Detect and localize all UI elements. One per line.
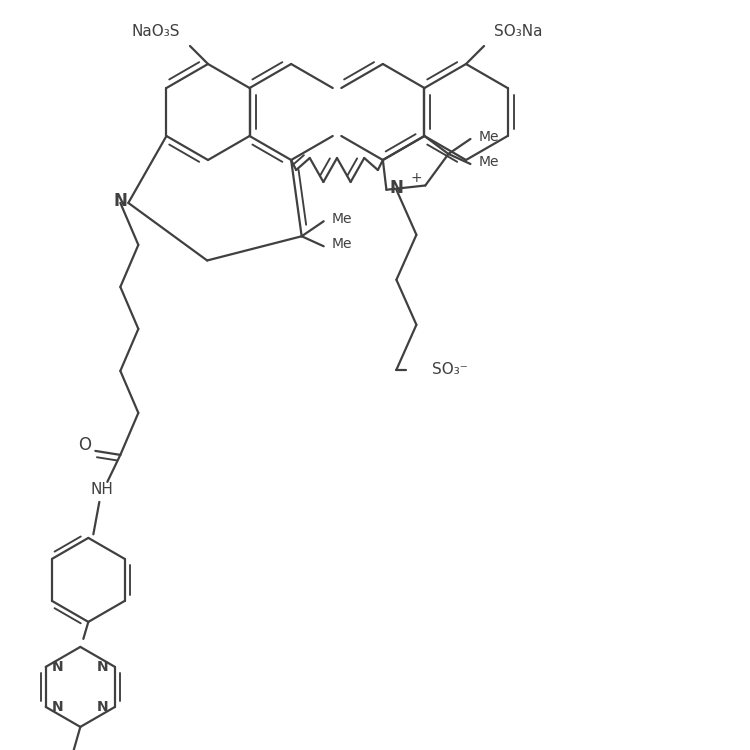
Text: SO₃⁻: SO₃⁻ bbox=[431, 362, 467, 377]
Text: N: N bbox=[113, 192, 128, 210]
Text: NaO₃S: NaO₃S bbox=[132, 25, 180, 40]
Text: O: O bbox=[78, 436, 91, 454]
Text: N: N bbox=[52, 660, 64, 674]
Text: +: + bbox=[410, 171, 422, 184]
Text: Me: Me bbox=[332, 237, 352, 251]
Text: Me: Me bbox=[478, 130, 499, 144]
Text: N: N bbox=[98, 660, 109, 674]
Text: Me: Me bbox=[332, 212, 352, 226]
Text: N: N bbox=[389, 178, 404, 196]
Text: SO₃Na: SO₃Na bbox=[494, 25, 542, 40]
Text: NH: NH bbox=[91, 482, 114, 497]
Text: N: N bbox=[52, 700, 64, 714]
Text: N: N bbox=[98, 700, 109, 714]
Text: Me: Me bbox=[478, 155, 499, 169]
